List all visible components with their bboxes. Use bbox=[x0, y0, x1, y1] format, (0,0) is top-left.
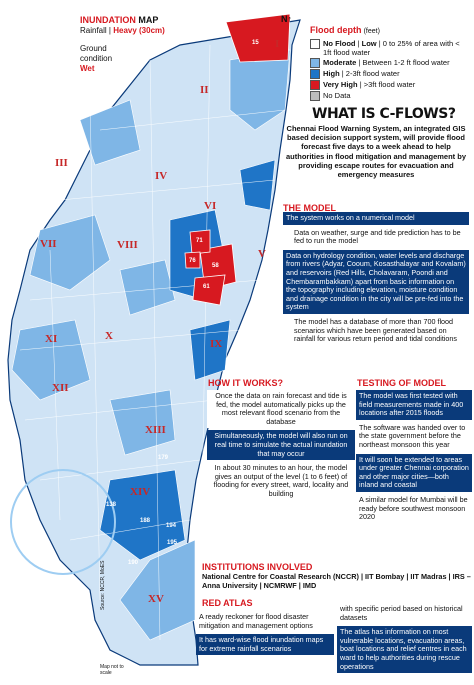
map-source: Source: NCCR, MoES bbox=[100, 560, 106, 610]
rainfall-label: Rainfall bbox=[80, 26, 107, 35]
zone-label: I bbox=[275, 38, 280, 50]
ward-number: 188 bbox=[140, 518, 151, 524]
north-label: N bbox=[281, 14, 288, 24]
ward-number: 71 bbox=[196, 238, 203, 244]
atlas-item-intro: with specific period based on historical… bbox=[337, 603, 472, 625]
model-item: Data on hydrology condition, water level… bbox=[283, 249, 469, 314]
zone-label: III bbox=[55, 157, 68, 169]
red-atlas-list-right: with specific period based on historical… bbox=[337, 603, 472, 675]
map-highlight-circle bbox=[10, 469, 116, 575]
how-item: In about 30 minutes to an hour, the mode… bbox=[207, 462, 355, 501]
map-zone-moderate bbox=[109, 389, 176, 456]
map-zone-moderate bbox=[119, 539, 196, 641]
north-arrow: N↑ bbox=[281, 14, 292, 24]
institutions-heading: INSTITUTIONS INVOLVED bbox=[202, 562, 313, 572]
rainfall-value: Heavy (30cm) bbox=[113, 26, 165, 35]
testing-list: The model was first tested with field me… bbox=[356, 390, 472, 526]
model-item: The model has a database of more than 70… bbox=[291, 315, 469, 346]
atlas-item: A ready reckoner for flood disaster miti… bbox=[196, 611, 334, 633]
ward-number: 190 bbox=[128, 560, 139, 566]
legend-swatch bbox=[310, 39, 320, 49]
ward-number: 58 bbox=[212, 263, 219, 269]
testing-item: A similar model for Mumbai will be ready… bbox=[356, 493, 472, 524]
legend-swatch bbox=[310, 91, 320, 101]
zone-label: XIV bbox=[130, 486, 151, 498]
legend-row-high: High | 2-3ft flood water bbox=[310, 69, 470, 79]
legend-row-moderate: Moderate | Between 1-2 ft flood water bbox=[310, 58, 470, 68]
ward-15 bbox=[225, 13, 291, 63]
ward-76 bbox=[184, 251, 201, 269]
zone-label: XII bbox=[52, 382, 69, 394]
zone-label: IX bbox=[210, 338, 223, 350]
zone-label: VII bbox=[40, 238, 57, 250]
ward-number: 195 bbox=[167, 540, 178, 546]
ground-condition-value: Wet bbox=[80, 64, 95, 73]
legend-swatch bbox=[310, 80, 320, 90]
map-title-red: INUNDATION bbox=[80, 15, 136, 25]
ground-condition: Ground condition Wet bbox=[80, 44, 140, 74]
model-list: The system works on a numerical model Da… bbox=[283, 212, 469, 348]
map-zone-moderate bbox=[11, 319, 91, 401]
what-is-body: Chennai Flood Warning System, an integra… bbox=[285, 124, 466, 180]
map-not-to-scale: Map not to scale bbox=[100, 664, 124, 676]
ground-condition-label: Ground condition bbox=[80, 44, 113, 63]
map-zone-high bbox=[189, 319, 231, 381]
map-title-black: MAP bbox=[138, 15, 159, 25]
zone-label: V bbox=[258, 248, 266, 260]
map-zone-moderate bbox=[29, 214, 111, 291]
legend-title: Flood depth bbox=[310, 25, 362, 35]
ward-number: 61 bbox=[203, 284, 210, 290]
legend-swatch bbox=[310, 58, 320, 68]
legend-row-no-data: No Data bbox=[310, 91, 470, 101]
testing-item: The model was first tested with field me… bbox=[356, 390, 472, 420]
what-is-title: WHAT IS C-FLOWS? bbox=[312, 106, 456, 122]
testing-item: It will soon be extended to areas under … bbox=[356, 453, 472, 492]
how-item: Simultaneously, the model will also run … bbox=[207, 430, 355, 461]
legend-unit: (feet) bbox=[363, 28, 380, 35]
zone-label: XI bbox=[45, 333, 58, 345]
map-zone-high bbox=[239, 159, 276, 211]
institutions-body: National Centre for Coastal Research (NC… bbox=[202, 572, 472, 590]
legend-row-low: No Flood | Low | 0 to 25% of area with <… bbox=[310, 39, 470, 57]
legend-row-very-high: Very High | >3ft flood water bbox=[310, 80, 470, 90]
zone-label: VI bbox=[204, 200, 217, 212]
red-atlas-list-left: A ready reckoner for flood disaster miti… bbox=[196, 611, 334, 657]
how-it-works-list: Once the data on rain forecast and tide … bbox=[207, 390, 355, 503]
atlas-item: It has ward-wise flood inundation maps f… bbox=[196, 634, 334, 656]
flood-depth-legend: Flood depth (feet) No Flood | Low | 0 to… bbox=[310, 26, 470, 102]
testing-heading: TESTING OF MODEL bbox=[357, 378, 446, 388]
model-item: The system works on a numerical model bbox=[283, 212, 469, 225]
ward-61 bbox=[192, 274, 226, 306]
model-heading: THE MODEL bbox=[283, 203, 336, 213]
ward-number: 15 bbox=[252, 40, 259, 46]
zone-label: VIII bbox=[117, 239, 138, 251]
testing-item: The software was handed over to the stat… bbox=[356, 421, 472, 452]
map-zone-high bbox=[99, 469, 186, 561]
rainfall-info: Rainfall | Heavy (30cm) bbox=[80, 26, 165, 35]
atlas-item: The atlas has information on most vulner… bbox=[337, 626, 472, 674]
how-item: Once the data on rain forecast and tide … bbox=[207, 390, 355, 429]
ward-number: 179 bbox=[158, 455, 169, 461]
map-zone-moderate bbox=[79, 99, 141, 166]
map-title: INUNDATION MAP bbox=[80, 15, 158, 25]
model-item: Data on weather, surge and tide predicti… bbox=[291, 226, 469, 248]
zone-label: IV bbox=[155, 170, 168, 182]
ward-71 bbox=[189, 229, 211, 255]
map-zone-moderate bbox=[119, 259, 176, 316]
ward-number: 138 bbox=[106, 502, 117, 508]
ward-number: 194 bbox=[166, 523, 177, 529]
zone-label: XIII bbox=[145, 424, 166, 436]
zone-label: XV bbox=[148, 593, 164, 605]
zone-label: II bbox=[200, 84, 209, 96]
ward-number: 76 bbox=[189, 258, 196, 264]
how-it-works-heading: HOW IT WORKS? bbox=[208, 378, 283, 388]
legend-swatch bbox=[310, 69, 320, 79]
red-atlas-heading: RED ATLAS bbox=[202, 598, 253, 608]
zone-label: X bbox=[105, 330, 113, 342]
